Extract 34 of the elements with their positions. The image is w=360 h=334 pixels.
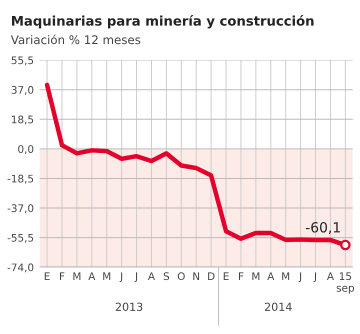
x-tick-label: D bbox=[208, 272, 215, 280]
x-tick-label: 15 sep bbox=[336, 272, 354, 294]
x-tick-label: J bbox=[120, 272, 122, 282]
x-tick-label: S bbox=[164, 272, 170, 280]
y-tick-label: -74,0 bbox=[8, 263, 34, 272]
x-tick-label: J bbox=[313, 272, 316, 282]
x-tick-label: N bbox=[193, 272, 200, 280]
x-tick-label: M bbox=[103, 272, 110, 280]
x-tick-label: M bbox=[282, 272, 290, 280]
x-tick-label: A bbox=[148, 272, 155, 280]
y-tick-label: 37,0 bbox=[12, 86, 34, 95]
y-tick-label: 18,5 bbox=[12, 116, 34, 124]
x-tick-label: M bbox=[73, 272, 80, 280]
y-tick-label: 0,0 bbox=[18, 145, 34, 154]
annotation: -60,1 bbox=[306, 222, 340, 234]
x-tick-label: J bbox=[134, 272, 138, 282]
x-tick-label: M bbox=[252, 272, 260, 280]
text: 2013 bbox=[116, 302, 142, 312]
chart-title: Maquinarias para minería y construcción bbox=[12, 15, 314, 28]
x-tick-label: A bbox=[267, 272, 274, 280]
x-tick-label: F bbox=[238, 272, 244, 280]
y-tick-label: -55,5 bbox=[8, 234, 34, 243]
x-tick-label: F bbox=[60, 272, 64, 280]
x-tick-label: O bbox=[178, 272, 185, 280]
x-tick-label: E bbox=[44, 272, 50, 280]
x-tick-label: A bbox=[326, 272, 334, 280]
x-tick-label: E bbox=[224, 272, 229, 280]
y-tick-label: 55,5 bbox=[12, 56, 34, 66]
chart-subtitle: Variación % 12 meses bbox=[10, 34, 140, 44]
x-tick-label: A bbox=[88, 272, 96, 280]
y-tick-label: -37,0 bbox=[8, 204, 34, 214]
text: 2014 bbox=[264, 302, 292, 312]
x-tick-label: J bbox=[298, 272, 302, 282]
y-tick-label: -18,5 bbox=[8, 174, 34, 184]
